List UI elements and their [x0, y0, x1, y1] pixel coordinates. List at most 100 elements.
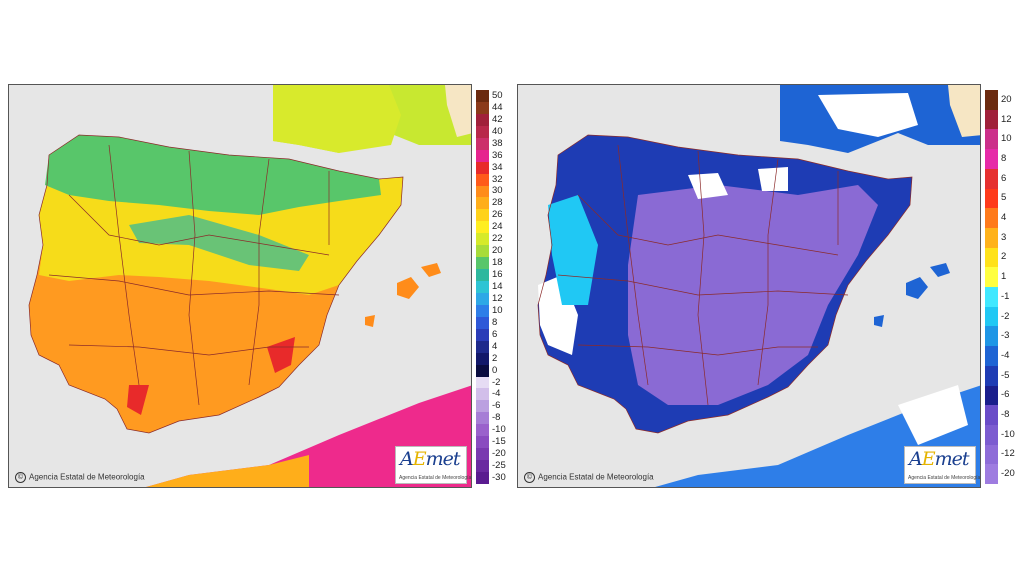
legend-swatch: [476, 173, 489, 186]
legend-label: 10: [492, 304, 503, 316]
legend-swatch: [476, 101, 489, 115]
legend-label: -1: [1001, 290, 1010, 302]
legend-swatch: [476, 245, 489, 258]
legend-label: 40: [492, 125, 503, 137]
legend-label: -4: [1001, 349, 1010, 361]
legend-swatch: [985, 90, 998, 111]
legend-swatch: [985, 365, 998, 386]
legend-label: 1: [1001, 271, 1007, 283]
legend-label: -4: [492, 388, 501, 400]
legend-label: -15: [492, 436, 506, 448]
legend-label: 20: [492, 245, 503, 257]
legend-swatch: [985, 306, 998, 327]
legend-swatch: [985, 444, 998, 465]
legend-swatch: [985, 227, 998, 249]
legend-label: 26: [492, 209, 503, 221]
legend-swatch: [476, 125, 489, 139]
legend-label: -30: [492, 472, 506, 484]
legend-label: 50: [492, 89, 503, 101]
legend-label: 16: [492, 269, 503, 281]
legend-swatch: [476, 209, 489, 222]
legend-label: 5: [1001, 192, 1007, 204]
legend-swatch: [476, 340, 489, 354]
legend-label: 4: [1001, 212, 1007, 224]
legend-label: 3: [1001, 231, 1007, 243]
legend-label: 12: [492, 292, 503, 304]
legend-label: 10: [1001, 133, 1012, 145]
legend-swatch: [985, 326, 998, 347]
legend-swatch: [476, 149, 489, 163]
copyright-icon: ©: [15, 472, 26, 483]
aemet-logo: AEmet Agencia Estatal de Meteorología: [904, 446, 980, 484]
legend-label: 2: [492, 352, 498, 364]
legend-swatch: [476, 113, 489, 127]
legend-swatch: [476, 472, 489, 485]
legend-swatch: [476, 328, 489, 342]
legend-label: 42: [492, 113, 503, 125]
legend-swatch: [985, 188, 998, 209]
legend-label: 32: [492, 173, 503, 185]
legend-swatch: [985, 168, 998, 189]
legend-label: -25: [492, 460, 506, 472]
legend-swatch: [476, 316, 489, 330]
legend-swatch: [985, 405, 998, 426]
legend-label: 14: [492, 281, 503, 292]
legend-label: 6: [1001, 172, 1007, 184]
legend-label: 44: [492, 101, 503, 113]
aemet-logo: AEmet Agencia Estatal de Meteorología: [395, 446, 471, 484]
legend-swatch: [985, 464, 998, 485]
anomaly-map: [537, 85, 980, 487]
legend-label: -20: [1001, 468, 1015, 480]
legend-label: -3: [1001, 330, 1010, 342]
legend-label: 8: [492, 316, 498, 328]
legend-label: 28: [492, 197, 503, 209]
legend-label: -8: [1001, 409, 1010, 421]
legend-swatch: [985, 287, 998, 308]
legend-swatch: [476, 221, 489, 234]
temperature-map: [28, 85, 471, 487]
legend-swatch: [985, 267, 998, 288]
legend-swatch: [476, 448, 489, 461]
legend-swatch: [476, 292, 489, 306]
legend-label: -6: [492, 400, 501, 412]
temperature-map-panel: © Agencia Estatal de Meteorología AEmet A…: [8, 84, 472, 488]
legend-label: -10: [492, 424, 506, 436]
legend-swatch: [476, 161, 489, 175]
legend-label: 34: [492, 161, 503, 173]
legend-swatch: [476, 185, 489, 198]
legend-swatch: [476, 376, 489, 389]
credit-text: © Agencia Estatal de Meteorología: [524, 472, 654, 483]
legend-label: -6: [1001, 389, 1010, 401]
legend-swatch: [476, 257, 489, 270]
copyright-icon: ©: [524, 472, 535, 483]
legend-swatch: [476, 436, 489, 449]
legend-label: -8: [492, 412, 501, 424]
temperature-legend: 50 44 42 40 38 36 34 32 30 28 26 24 22 20 18 16 14 12 10 8 6…: [476, 90, 510, 490]
legend-swatch: [476, 460, 489, 473]
legend-label: 22: [492, 233, 503, 245]
legend-swatch: [985, 247, 998, 268]
legend-swatch: [476, 304, 489, 318]
legend-label: -2: [1001, 310, 1010, 322]
anomaly-map-panel: © Agencia Estatal de Meteorología AEmet A…: [517, 84, 981, 488]
legend-swatch: [476, 388, 489, 401]
legend-label: 24: [492, 221, 503, 233]
legend-label: -2: [492, 376, 501, 388]
legend-label: 8: [1001, 152, 1007, 164]
legend-label: -20: [492, 448, 506, 460]
legend-label: -5: [1001, 369, 1010, 381]
legend-swatch: [476, 400, 489, 413]
legend-label: 4: [492, 340, 498, 352]
legend-swatch: [985, 109, 998, 130]
legend-swatch: [476, 137, 489, 151]
legend-label: 12: [1001, 113, 1012, 125]
legend-swatch: [985, 424, 998, 446]
legend-swatch: [985, 129, 998, 150]
legend-label: 38: [492, 137, 503, 149]
legend-swatch: [476, 90, 489, 103]
legend-swatch: [476, 352, 489, 366]
anomaly-legend: 20 12 10 8 6 5 4 3 2 1 -1 -2 -3 -4 -5 -6 -8 -10 -12 -20: [985, 90, 1019, 490]
legend-swatch: [476, 233, 489, 246]
legend-label: 30: [492, 185, 503, 197]
legend-swatch: [985, 346, 998, 367]
